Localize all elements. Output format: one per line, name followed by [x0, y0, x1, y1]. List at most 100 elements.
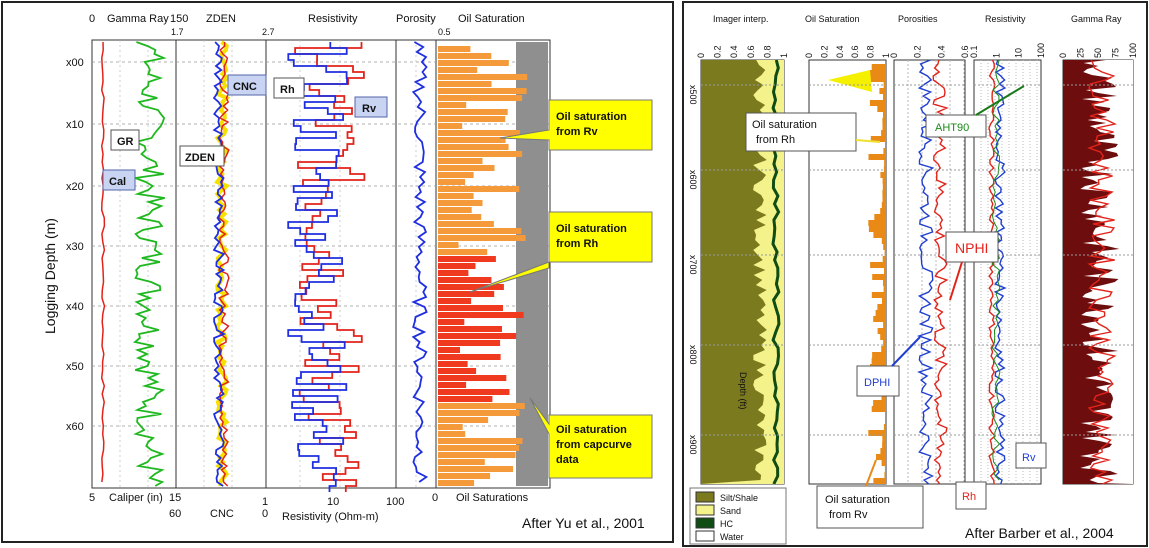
- oil-saturation-block: [882, 178, 886, 184]
- oil-saturation-block: [438, 452, 516, 458]
- track-tick-label: 0.1: [969, 45, 979, 58]
- callout-oil-rv-right: Oil saturation from Rv: [816, 459, 924, 529]
- oil-saturation-block: [881, 202, 886, 208]
- oil-saturation-peak: [828, 70, 872, 92]
- oil-saturation-block: [438, 375, 507, 381]
- oil-saturation-block: [873, 478, 886, 484]
- track-tick-label: 1: [991, 53, 1001, 58]
- oil-saturation-block: [438, 368, 477, 374]
- track-tick-label: 0.4: [835, 45, 845, 58]
- cal-max-label: 15: [169, 492, 181, 504]
- zden-min-label: 1.7: [171, 27, 184, 37]
- zden-curve: [217, 41, 230, 487]
- oil-saturation-block: [438, 284, 504, 290]
- track-tick-label: 1: [779, 53, 789, 58]
- track-tick-label: 0: [1058, 53, 1068, 58]
- oil-saturation-block: [438, 109, 508, 115]
- oil-saturation-block: [883, 94, 886, 100]
- oil-saturation-block: [438, 347, 460, 353]
- oil-saturation-block: [882, 190, 886, 196]
- oil-saturation-block: [438, 116, 506, 122]
- oil-saturation-block: [438, 60, 509, 66]
- legend-label: Silt/Shale: [720, 493, 758, 503]
- cnc-min-label: 60: [169, 508, 181, 520]
- callout-oil-capcurve: Oil saturation from capcurve data: [529, 397, 653, 479]
- oil-saturation-block: [438, 298, 472, 304]
- oil-saturation-block: [438, 242, 459, 248]
- oil-saturation-block: [438, 235, 526, 241]
- rv-curve: [287, 42, 348, 492]
- oil-saturation-block: [872, 352, 886, 358]
- porosity-curve: [411, 41, 429, 483]
- oil-saturation-block: [871, 292, 886, 298]
- oil-saturation-block: [882, 442, 886, 448]
- track-tick-label: 0: [696, 53, 706, 58]
- zden-title: ZDEN: [206, 13, 236, 25]
- right-credit: After Barber et al., 2004: [965, 525, 1114, 541]
- legend-label: Water: [720, 532, 744, 542]
- oil-saturation-block: [438, 291, 495, 297]
- oil-saturation-block: [883, 82, 886, 88]
- oil-saturation-block: [868, 226, 886, 232]
- right-depth-tick-label: x900: [688, 435, 698, 455]
- dphi-curve: [916, 59, 935, 485]
- oil-saturation-block: [438, 431, 466, 437]
- callout-oil-rh: Oil saturation from Rh: [469, 211, 653, 293]
- right-depth-tick-label: x600: [688, 170, 698, 190]
- oil-saturation-block: [438, 165, 495, 171]
- depth-tick-label: x60: [66, 421, 84, 433]
- oil-saturation-block: [438, 270, 469, 276]
- oil-saturation-block: [875, 310, 886, 316]
- callout-ant90: AHT90: [925, 85, 1025, 138]
- oil-saturation-block: [438, 158, 483, 164]
- oil-saturation-block: [438, 326, 502, 332]
- oil-saturation-block: [872, 274, 886, 280]
- depth-tick-label: x40: [66, 301, 84, 313]
- oil-saturation-block: [881, 238, 886, 244]
- oil-saturation-block: [438, 179, 466, 185]
- left-panel-yu-2001: 0 Gamma Ray 150 1.7 ZDEN 2.7 Resistivity…: [1, 1, 674, 543]
- oil-saturation-block: [438, 74, 528, 80]
- oil-saturation-block: [876, 454, 886, 460]
- gr-red-curve: [1087, 59, 1118, 485]
- oil-saturation-block: [438, 382, 467, 388]
- gr-min-label: 0: [89, 13, 95, 25]
- oil-saturation-block: [880, 334, 886, 340]
- left-credit: After Yu et al., 2001: [522, 515, 645, 531]
- oil-saturation-block: [871, 64, 886, 70]
- track-tick-label: 0: [889, 53, 899, 58]
- oil-saturation-block: [881, 346, 886, 352]
- rh-right-curve: [988, 59, 997, 485]
- callout-ant90-text: AHT90: [935, 122, 969, 134]
- callout-oil-capcurve-text: Oil saturation from capcurve data: [556, 424, 635, 466]
- oil-saturation-block: [869, 100, 886, 106]
- track-tick-label: 0.2: [713, 45, 723, 58]
- track-oil-frame: [435, 39, 551, 489]
- res-mid-label: 10: [327, 496, 339, 508]
- oil-saturation-block: [438, 172, 474, 178]
- res-max-label: 100: [386, 496, 404, 508]
- oil-saturation-block: [882, 436, 886, 442]
- track-tick-label: 0.6: [850, 45, 860, 58]
- oil-saturation-block: [438, 263, 476, 269]
- oil-saturation-block: [438, 445, 520, 451]
- oil-saturation-block: [881, 460, 886, 466]
- oil-saturation-block: [438, 130, 520, 136]
- right-depth-tick-label: x700: [688, 255, 698, 275]
- oil-saturation-block: [438, 214, 482, 220]
- cnc-max-label: 0: [262, 508, 268, 520]
- oil-saturation-block: [883, 424, 886, 430]
- track-title-imager: Imager interp.: [713, 14, 769, 24]
- oil-saturation-block: [438, 207, 472, 213]
- callout-oil-rh-right: Oil saturation from Rh: [745, 112, 881, 152]
- track-tick-label: 100: [1128, 43, 1138, 58]
- track-tick-label: 0.4: [936, 45, 946, 58]
- label-zden: ZDEN: [179, 145, 225, 167]
- legend-label: Sand: [720, 506, 741, 516]
- oil-saturation-block: [438, 123, 463, 129]
- right-legend: Silt/Shale Sand HC Water: [689, 487, 787, 545]
- oil-saturation-block: [871, 406, 886, 412]
- label-rh-text: Rh: [280, 84, 295, 96]
- oil-saturation-block: [883, 322, 886, 328]
